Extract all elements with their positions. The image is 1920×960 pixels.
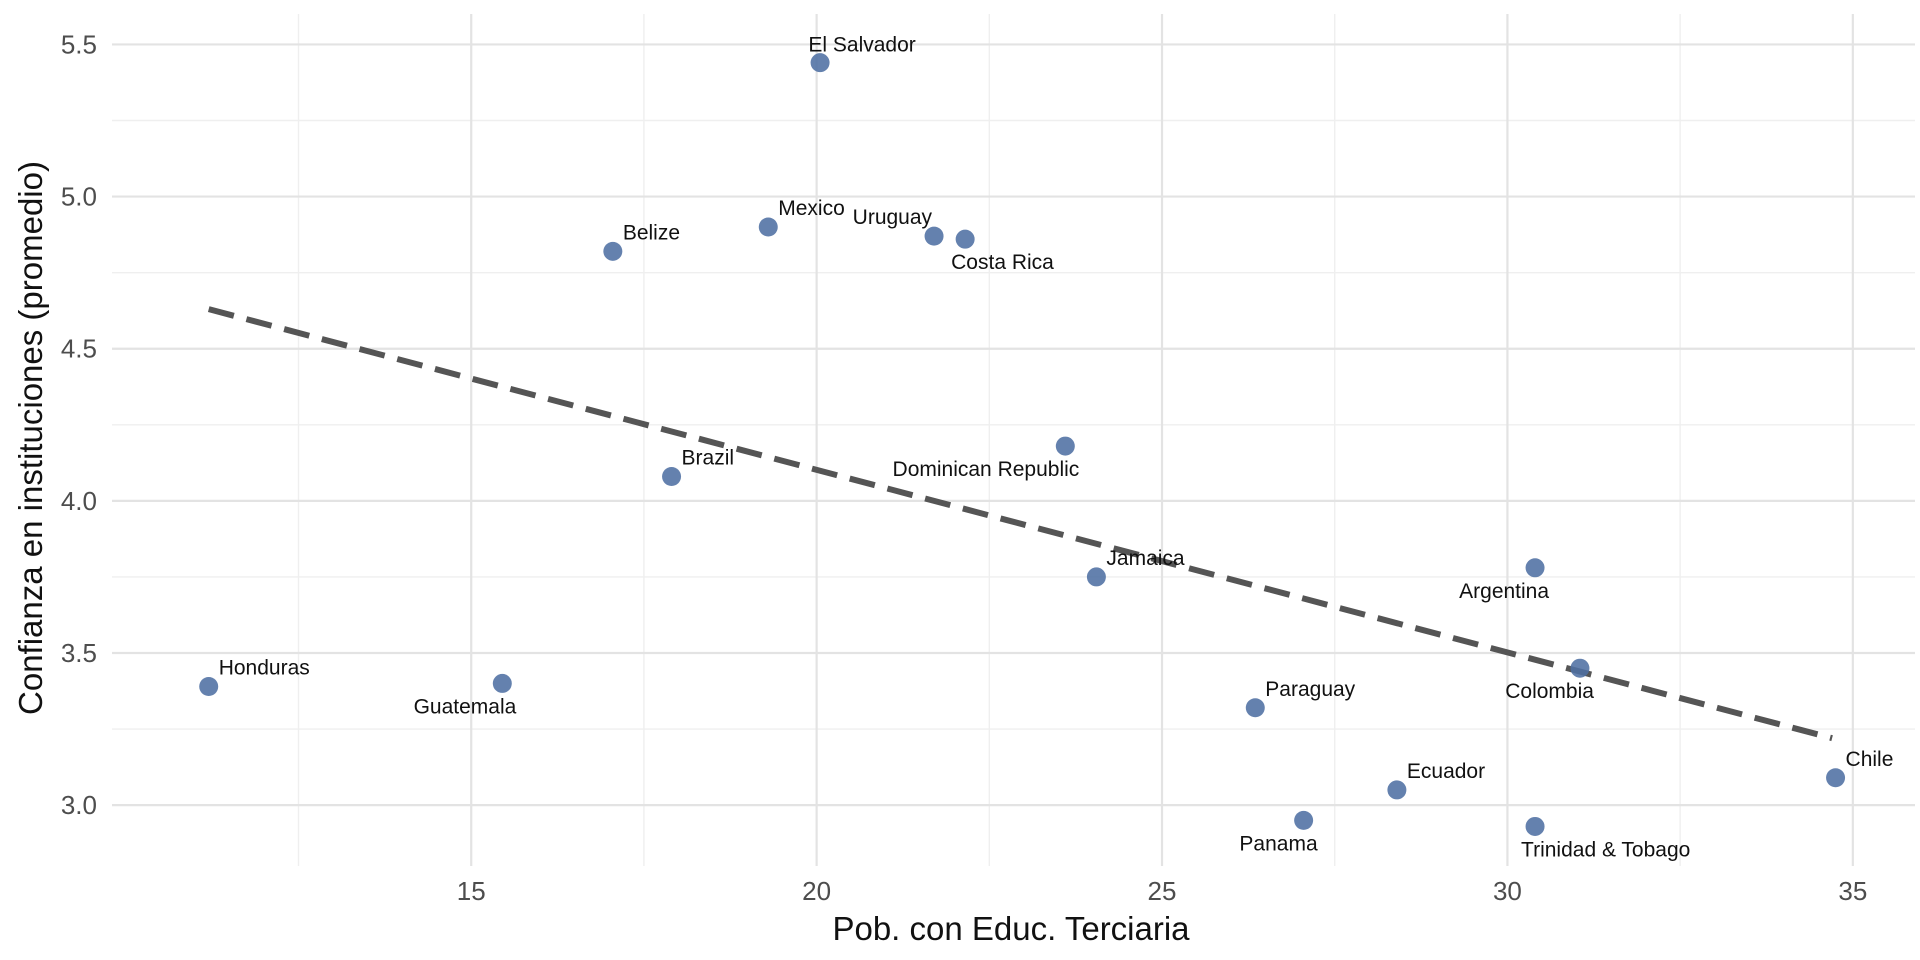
- point-label: Dominican Republic: [893, 458, 1080, 481]
- trend-line-group: [207, 306, 1833, 742]
- point-labels: El Salvador Mexico Belize Uruguay Costa Rica…: [219, 34, 1894, 862]
- data-point: [1570, 658, 1590, 678]
- data-point: [1086, 567, 1106, 587]
- data-point: [1387, 780, 1407, 800]
- data-point: [758, 217, 778, 237]
- data-point: [1525, 816, 1545, 836]
- point-label: Chile: [1846, 748, 1894, 771]
- point-label: Guatemala: [414, 695, 517, 718]
- data-point: [662, 467, 682, 487]
- data-point: [1826, 768, 1846, 788]
- point-label: Costa Rica: [951, 251, 1054, 274]
- minor-gridlines: [112, 14, 1915, 866]
- x-axis-ticks: 15 20 25 30 35: [457, 876, 1868, 906]
- trend-line: [207, 306, 1833, 742]
- point-label: Brazil: [682, 447, 735, 470]
- y-tick-label: 3.0: [61, 790, 97, 820]
- data-point: [924, 226, 944, 246]
- y-axis-title: Confianza en instituciones (promedio): [12, 161, 49, 715]
- y-tick-label: 4.0: [61, 486, 97, 516]
- data-point: [603, 241, 623, 261]
- point-label: El Salvador: [808, 34, 915, 57]
- point-label: Ecuador: [1407, 760, 1485, 783]
- point-label: Argentina: [1459, 580, 1549, 603]
- data-point: [955, 229, 975, 249]
- x-tick-label: 25: [1148, 876, 1177, 906]
- data-point: [1055, 436, 1075, 456]
- point-label: Panama: [1239, 832, 1318, 855]
- data-points: [199, 53, 1846, 836]
- x-tick-label: 35: [1838, 876, 1867, 906]
- data-point: [1525, 558, 1545, 578]
- data-point: [1294, 810, 1314, 830]
- y-tick-label: 5.0: [61, 182, 97, 212]
- point-label: Jamaica: [1106, 547, 1185, 570]
- x-axis-title: Pob. con Educ. Terciaria: [832, 910, 1190, 947]
- major-gridlines: [112, 14, 1915, 866]
- y-tick-label: 3.5: [61, 638, 97, 668]
- y-tick-label: 4.5: [61, 334, 97, 364]
- point-label: Belize: [623, 221, 680, 244]
- x-tick-label: 20: [802, 876, 831, 906]
- point-label: Trinidad & Tobago: [1521, 838, 1690, 861]
- y-tick-label: 5.5: [61, 29, 97, 59]
- data-point: [199, 676, 219, 696]
- point-label: Uruguay: [853, 206, 933, 229]
- x-tick-label: 30: [1493, 876, 1522, 906]
- point-label: Paraguay: [1265, 678, 1355, 701]
- point-label: Colombia: [1505, 680, 1594, 703]
- x-tick-label: 15: [457, 876, 486, 906]
- data-point: [1245, 698, 1265, 718]
- point-label: Mexico: [778, 197, 845, 220]
- point-label: Honduras: [219, 656, 310, 679]
- data-point: [492, 673, 512, 693]
- data-point: [810, 53, 830, 73]
- y-axis-ticks: 3.0 3.5 4.0 4.5 5.0 5.5: [61, 29, 97, 820]
